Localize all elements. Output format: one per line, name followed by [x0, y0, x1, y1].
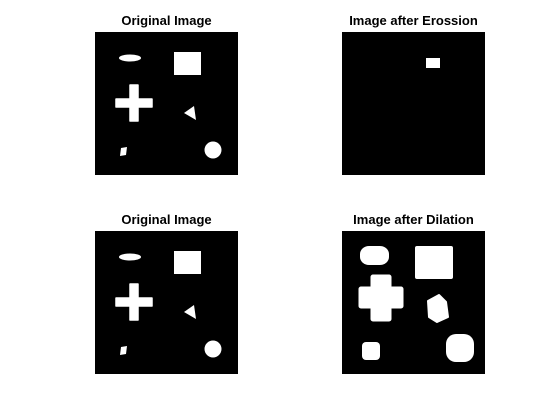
shape-triangle — [184, 305, 196, 319]
shape-cross — [115, 283, 153, 321]
shape-small-quad — [120, 346, 127, 355]
shape-dilated-square — [415, 246, 453, 279]
panel-title: Original Image — [121, 212, 212, 227]
binary-image-eroded — [342, 32, 485, 175]
shape-dilated-small-quad — [362, 342, 380, 360]
panel-dilation: Image after Dilation — [342, 212, 485, 374]
shape-eroded-square — [426, 58, 440, 68]
image-background — [342, 32, 485, 175]
shape-dilated-triangle — [427, 294, 449, 323]
binary-image-original — [95, 32, 238, 175]
shape-square — [174, 251, 201, 274]
shape-ellipse — [119, 54, 141, 62]
panel-original-bottom: Original Image — [95, 212, 238, 374]
shape-square — [174, 52, 201, 75]
binary-image-original — [95, 231, 238, 374]
shape-dilated-ellipse — [360, 246, 389, 265]
panel-title: Image after Erossion — [349, 13, 478, 28]
shape-circle — [204, 340, 222, 358]
binary-image-dilated — [342, 231, 485, 374]
shape-cross — [115, 84, 153, 122]
shape-dilated-circle — [446, 334, 474, 362]
panel-erosion: Image after Erossion — [342, 13, 485, 175]
panel-title: Original Image — [121, 13, 212, 28]
shape-ellipse — [119, 253, 141, 261]
shape-circle — [204, 141, 222, 159]
shape-dilated-cross — [358, 274, 404, 322]
shape-small-quad — [120, 147, 127, 156]
panel-title: Image after Dilation — [353, 212, 474, 227]
panel-original-top: Original Image — [95, 13, 238, 175]
shape-triangle — [184, 106, 196, 120]
